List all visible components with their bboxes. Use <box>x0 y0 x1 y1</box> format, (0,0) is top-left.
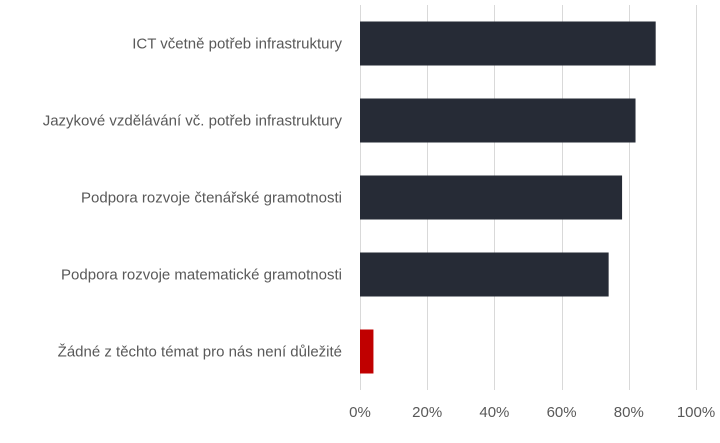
x-tick-label: 0% <box>349 404 371 421</box>
bar <box>360 175 623 220</box>
x-tick-label: 100% <box>677 404 715 421</box>
category-label: Podpora rozvoje matematické gramotnosti <box>61 267 342 284</box>
x-tick-label: 60% <box>547 404 577 421</box>
bars <box>360 21 656 374</box>
x-tick-label: 20% <box>412 404 442 421</box>
bar <box>360 98 636 143</box>
x-tick-label: 40% <box>479 404 509 421</box>
x-tick-label: 80% <box>614 404 644 421</box>
category-label: Podpora rozvoje čtenářské gramotnosti <box>81 190 342 207</box>
category-label: Žádné z těchto témat pro nás není důleži… <box>58 344 342 361</box>
bar <box>360 21 656 66</box>
bar <box>360 252 609 297</box>
category-label: ICT včetně potřeb infrastruktury <box>132 36 342 53</box>
bar <box>360 329 374 374</box>
category-labels: ICT včetně potřeb infrastruktury Jazykové… <box>43 36 343 361</box>
x-axis-tick-labels: 0% 20% 40% 60% 80% 100% <box>349 404 715 421</box>
category-label: Jazykové vzdělávání vč. potřeb infrastru… <box>43 113 343 130</box>
